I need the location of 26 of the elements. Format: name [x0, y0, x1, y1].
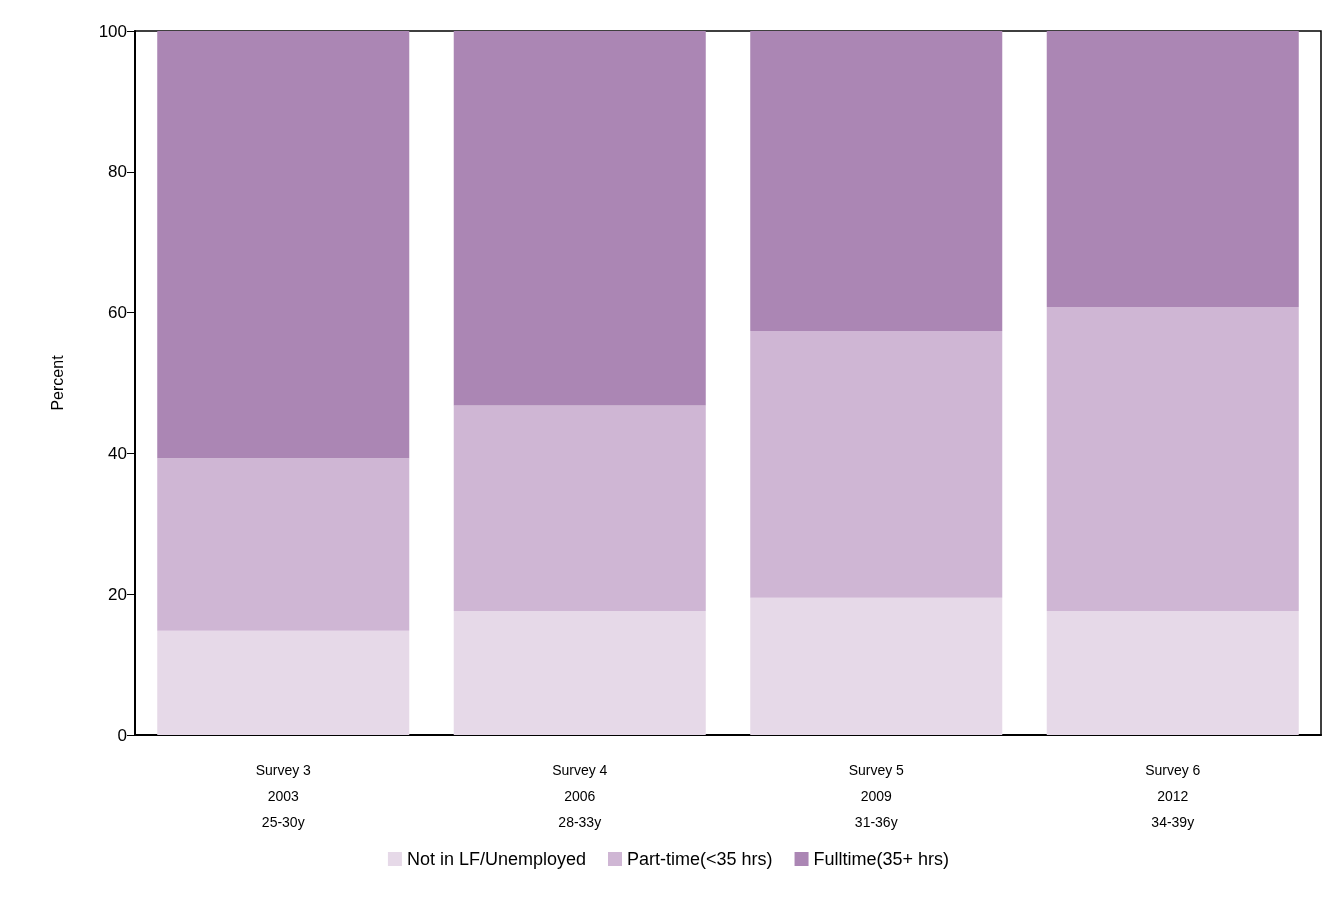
y-axis-title: Percent [48, 354, 66, 411]
y-tick-label: 60 [108, 303, 127, 323]
x-tick-label: Survey 3 2003 25-30y [255, 762, 312, 830]
bar [157, 630, 410, 735]
y-tick-label: 40 [108, 443, 127, 463]
bar [453, 611, 706, 735]
x-tick-label: Survey 4 2006 28-33y [552, 762, 608, 830]
legend-label: Fulltime(35+ hrs) [813, 849, 950, 869]
bar [1046, 611, 1299, 735]
bar [750, 31, 1003, 331]
bar [453, 405, 706, 612]
bar [453, 31, 706, 406]
y-tick-label: 80 [108, 162, 127, 182]
legend-label: Not in LF/Unemployed [406, 849, 587, 869]
bar [1046, 31, 1299, 307]
bar [157, 31, 410, 459]
x-tick-label: Survey 6 2012 34-39y [1145, 762, 1201, 830]
y-tick-label: 20 [108, 584, 127, 604]
bar [1046, 306, 1299, 612]
y-tick-label: 100 [98, 21, 127, 41]
bar [157, 458, 410, 631]
y-tick-label: 0 [117, 725, 127, 745]
bar [750, 330, 1003, 598]
x-tick-label: Survey 5 2009 31-36y [848, 762, 905, 830]
bar [750, 597, 1003, 735]
legend-label: Part-time(<35 hrs) [627, 849, 773, 869]
